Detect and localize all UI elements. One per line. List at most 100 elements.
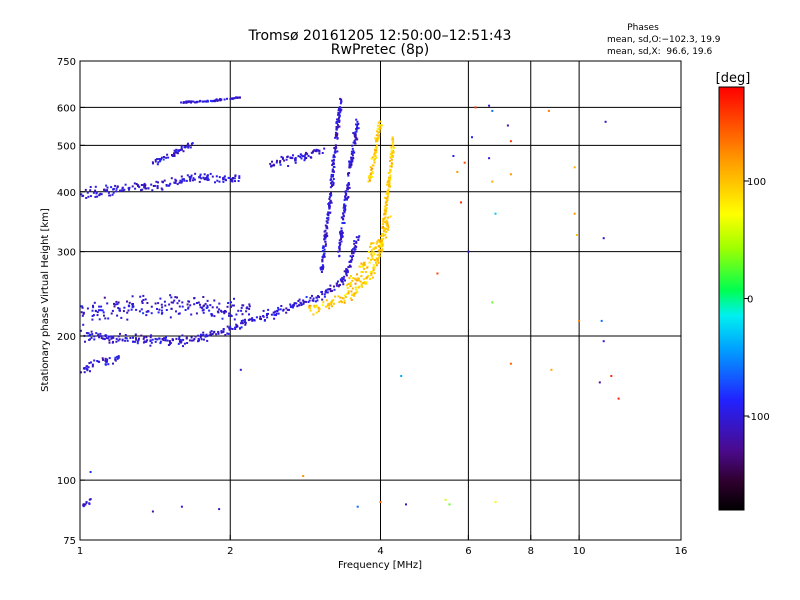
data-point bbox=[82, 367, 85, 370]
data-point bbox=[227, 332, 230, 335]
data-point bbox=[369, 271, 372, 273]
data-point bbox=[343, 275, 346, 278]
data-point bbox=[375, 144, 378, 147]
data-point bbox=[118, 309, 121, 312]
data-point bbox=[334, 136, 337, 139]
data-point bbox=[349, 265, 352, 268]
data-point bbox=[330, 201, 333, 204]
data-point bbox=[187, 306, 190, 309]
data-point bbox=[340, 98, 343, 101]
data-point bbox=[382, 234, 385, 237]
data-point bbox=[197, 334, 200, 337]
data-point bbox=[91, 318, 94, 321]
data-point bbox=[351, 277, 354, 279]
data-point bbox=[226, 97, 228, 100]
data-point bbox=[211, 306, 214, 309]
data-point bbox=[124, 334, 127, 336]
data-point bbox=[135, 338, 138, 341]
data-point bbox=[357, 239, 360, 241]
data-point bbox=[91, 315, 94, 317]
data-point bbox=[347, 266, 350, 269]
data-point bbox=[255, 316, 258, 319]
data-point bbox=[271, 164, 274, 167]
data-point bbox=[285, 307, 288, 310]
data-point bbox=[353, 242, 356, 245]
data-point bbox=[105, 189, 108, 192]
data-point bbox=[342, 212, 344, 215]
data-point bbox=[135, 308, 138, 311]
data-point bbox=[85, 501, 88, 503]
data-point bbox=[141, 302, 144, 304]
data-point bbox=[173, 181, 176, 184]
data-point bbox=[82, 504, 85, 507]
data-point bbox=[327, 218, 330, 221]
data-point bbox=[199, 306, 202, 309]
data-point bbox=[355, 123, 357, 126]
data-point bbox=[128, 301, 131, 304]
data-point bbox=[98, 335, 101, 338]
data-point bbox=[337, 295, 340, 298]
data-point bbox=[210, 330, 213, 333]
data-point bbox=[327, 216, 330, 219]
data-point bbox=[150, 334, 153, 337]
data-point bbox=[81, 195, 84, 198]
data-point bbox=[391, 136, 394, 139]
data-point bbox=[369, 173, 372, 176]
data-point bbox=[189, 178, 192, 181]
data-point bbox=[97, 333, 100, 336]
data-point bbox=[352, 132, 355, 134]
data-point bbox=[161, 188, 164, 191]
data-point bbox=[132, 336, 134, 339]
data-point bbox=[331, 305, 333, 308]
data-point bbox=[339, 109, 342, 112]
data-point bbox=[180, 175, 183, 178]
data-point bbox=[312, 297, 315, 300]
data-point bbox=[186, 143, 189, 146]
data-point bbox=[115, 340, 118, 343]
data-point bbox=[340, 238, 342, 241]
data-point bbox=[91, 365, 94, 368]
data-point bbox=[145, 310, 148, 313]
data-point bbox=[378, 128, 381, 131]
data-point bbox=[376, 140, 379, 143]
data-point bbox=[142, 184, 145, 187]
data-point bbox=[342, 297, 345, 300]
data-point bbox=[375, 156, 378, 159]
data-point bbox=[338, 114, 341, 117]
data-point bbox=[356, 120, 359, 123]
data-point bbox=[117, 339, 120, 342]
data-point bbox=[331, 159, 334, 162]
data-point bbox=[375, 242, 378, 245]
data-point bbox=[365, 277, 368, 280]
data-point bbox=[142, 312, 145, 315]
data-point bbox=[491, 180, 494, 183]
data-point bbox=[111, 341, 114, 344]
data-point bbox=[343, 204, 345, 207]
data-point bbox=[238, 177, 241, 179]
data-point bbox=[373, 272, 376, 275]
data-point bbox=[146, 339, 149, 342]
data-point bbox=[178, 181, 181, 184]
data-point bbox=[491, 301, 494, 304]
y-tick-label: 400 bbox=[57, 188, 76, 199]
data-point bbox=[353, 246, 356, 249]
data-point bbox=[176, 296, 178, 299]
data-point bbox=[320, 271, 323, 273]
data-point bbox=[88, 362, 91, 365]
data-point bbox=[371, 167, 374, 170]
data-point bbox=[190, 313, 193, 316]
data-point bbox=[327, 211, 330, 214]
data-point bbox=[339, 231, 342, 234]
data-point bbox=[223, 98, 226, 101]
data-point bbox=[342, 215, 345, 218]
data-point bbox=[170, 307, 173, 310]
data-point bbox=[172, 301, 175, 304]
data-point bbox=[90, 330, 93, 333]
data-point bbox=[387, 180, 390, 183]
data-point bbox=[324, 237, 327, 240]
data-point bbox=[598, 381, 601, 384]
data-point bbox=[143, 186, 146, 189]
data-point bbox=[389, 168, 392, 171]
data-point bbox=[302, 299, 305, 302]
